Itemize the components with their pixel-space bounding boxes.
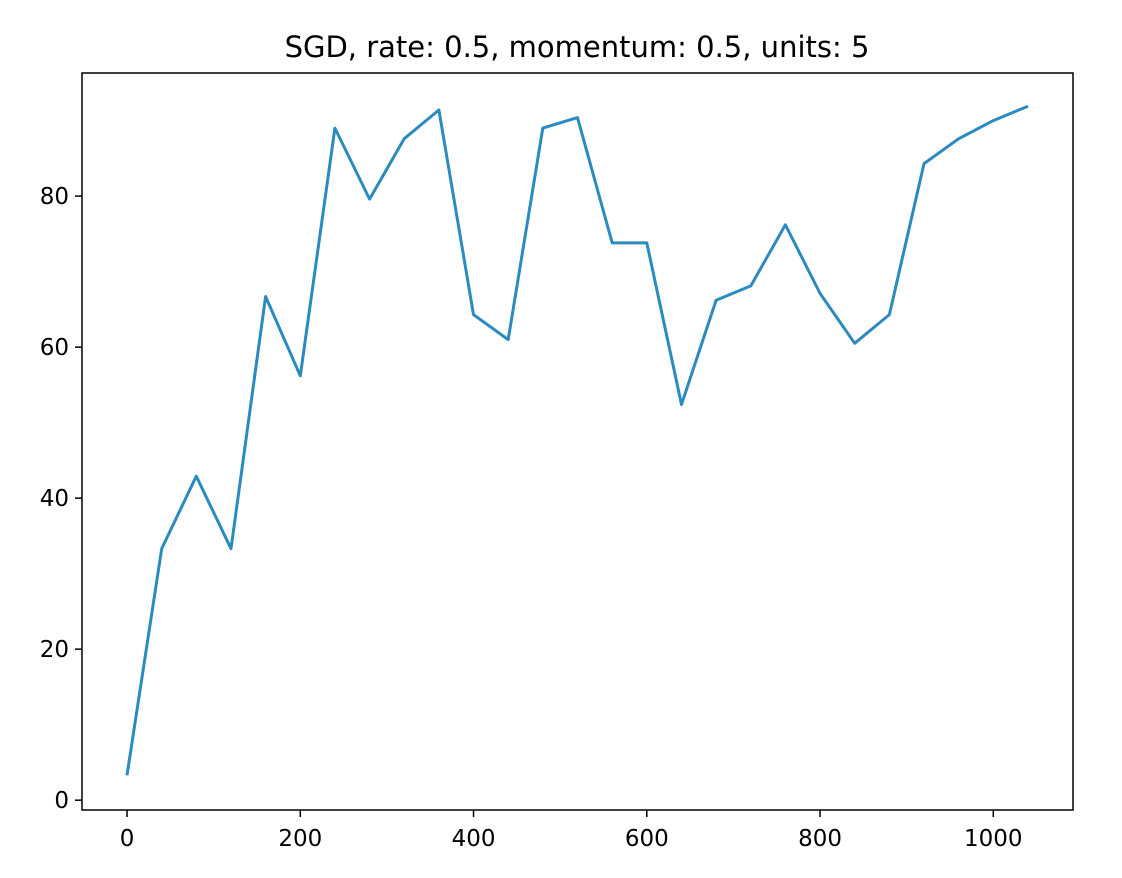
x-tick-label: 1000 [964,826,1023,852]
y-tick-label: 80 [40,184,69,210]
axis-ticks [75,195,995,817]
y-tick-label: 40 [40,486,69,512]
x-tick-label: 600 [625,826,669,852]
series-group [125,104,1029,776]
plot-area-frame [81,72,1074,811]
y-tick-label: 20 [40,637,69,663]
y-tick-label: 0 [54,788,69,814]
x-tick-label: 200 [278,826,322,852]
axis-tick-labels: 0 200 400 600 800 1000 0 20 40 60 80 [40,184,1023,852]
chart-title: SGD, rate: 0.5, momentum: 0.5, units: 5 [285,30,870,64]
series-line [125,104,1029,776]
x-tick-label: 800 [798,826,842,852]
x-tick-label: 400 [452,826,496,852]
y-tick-label: 60 [40,335,69,361]
x-tick-label: 0 [120,826,135,852]
